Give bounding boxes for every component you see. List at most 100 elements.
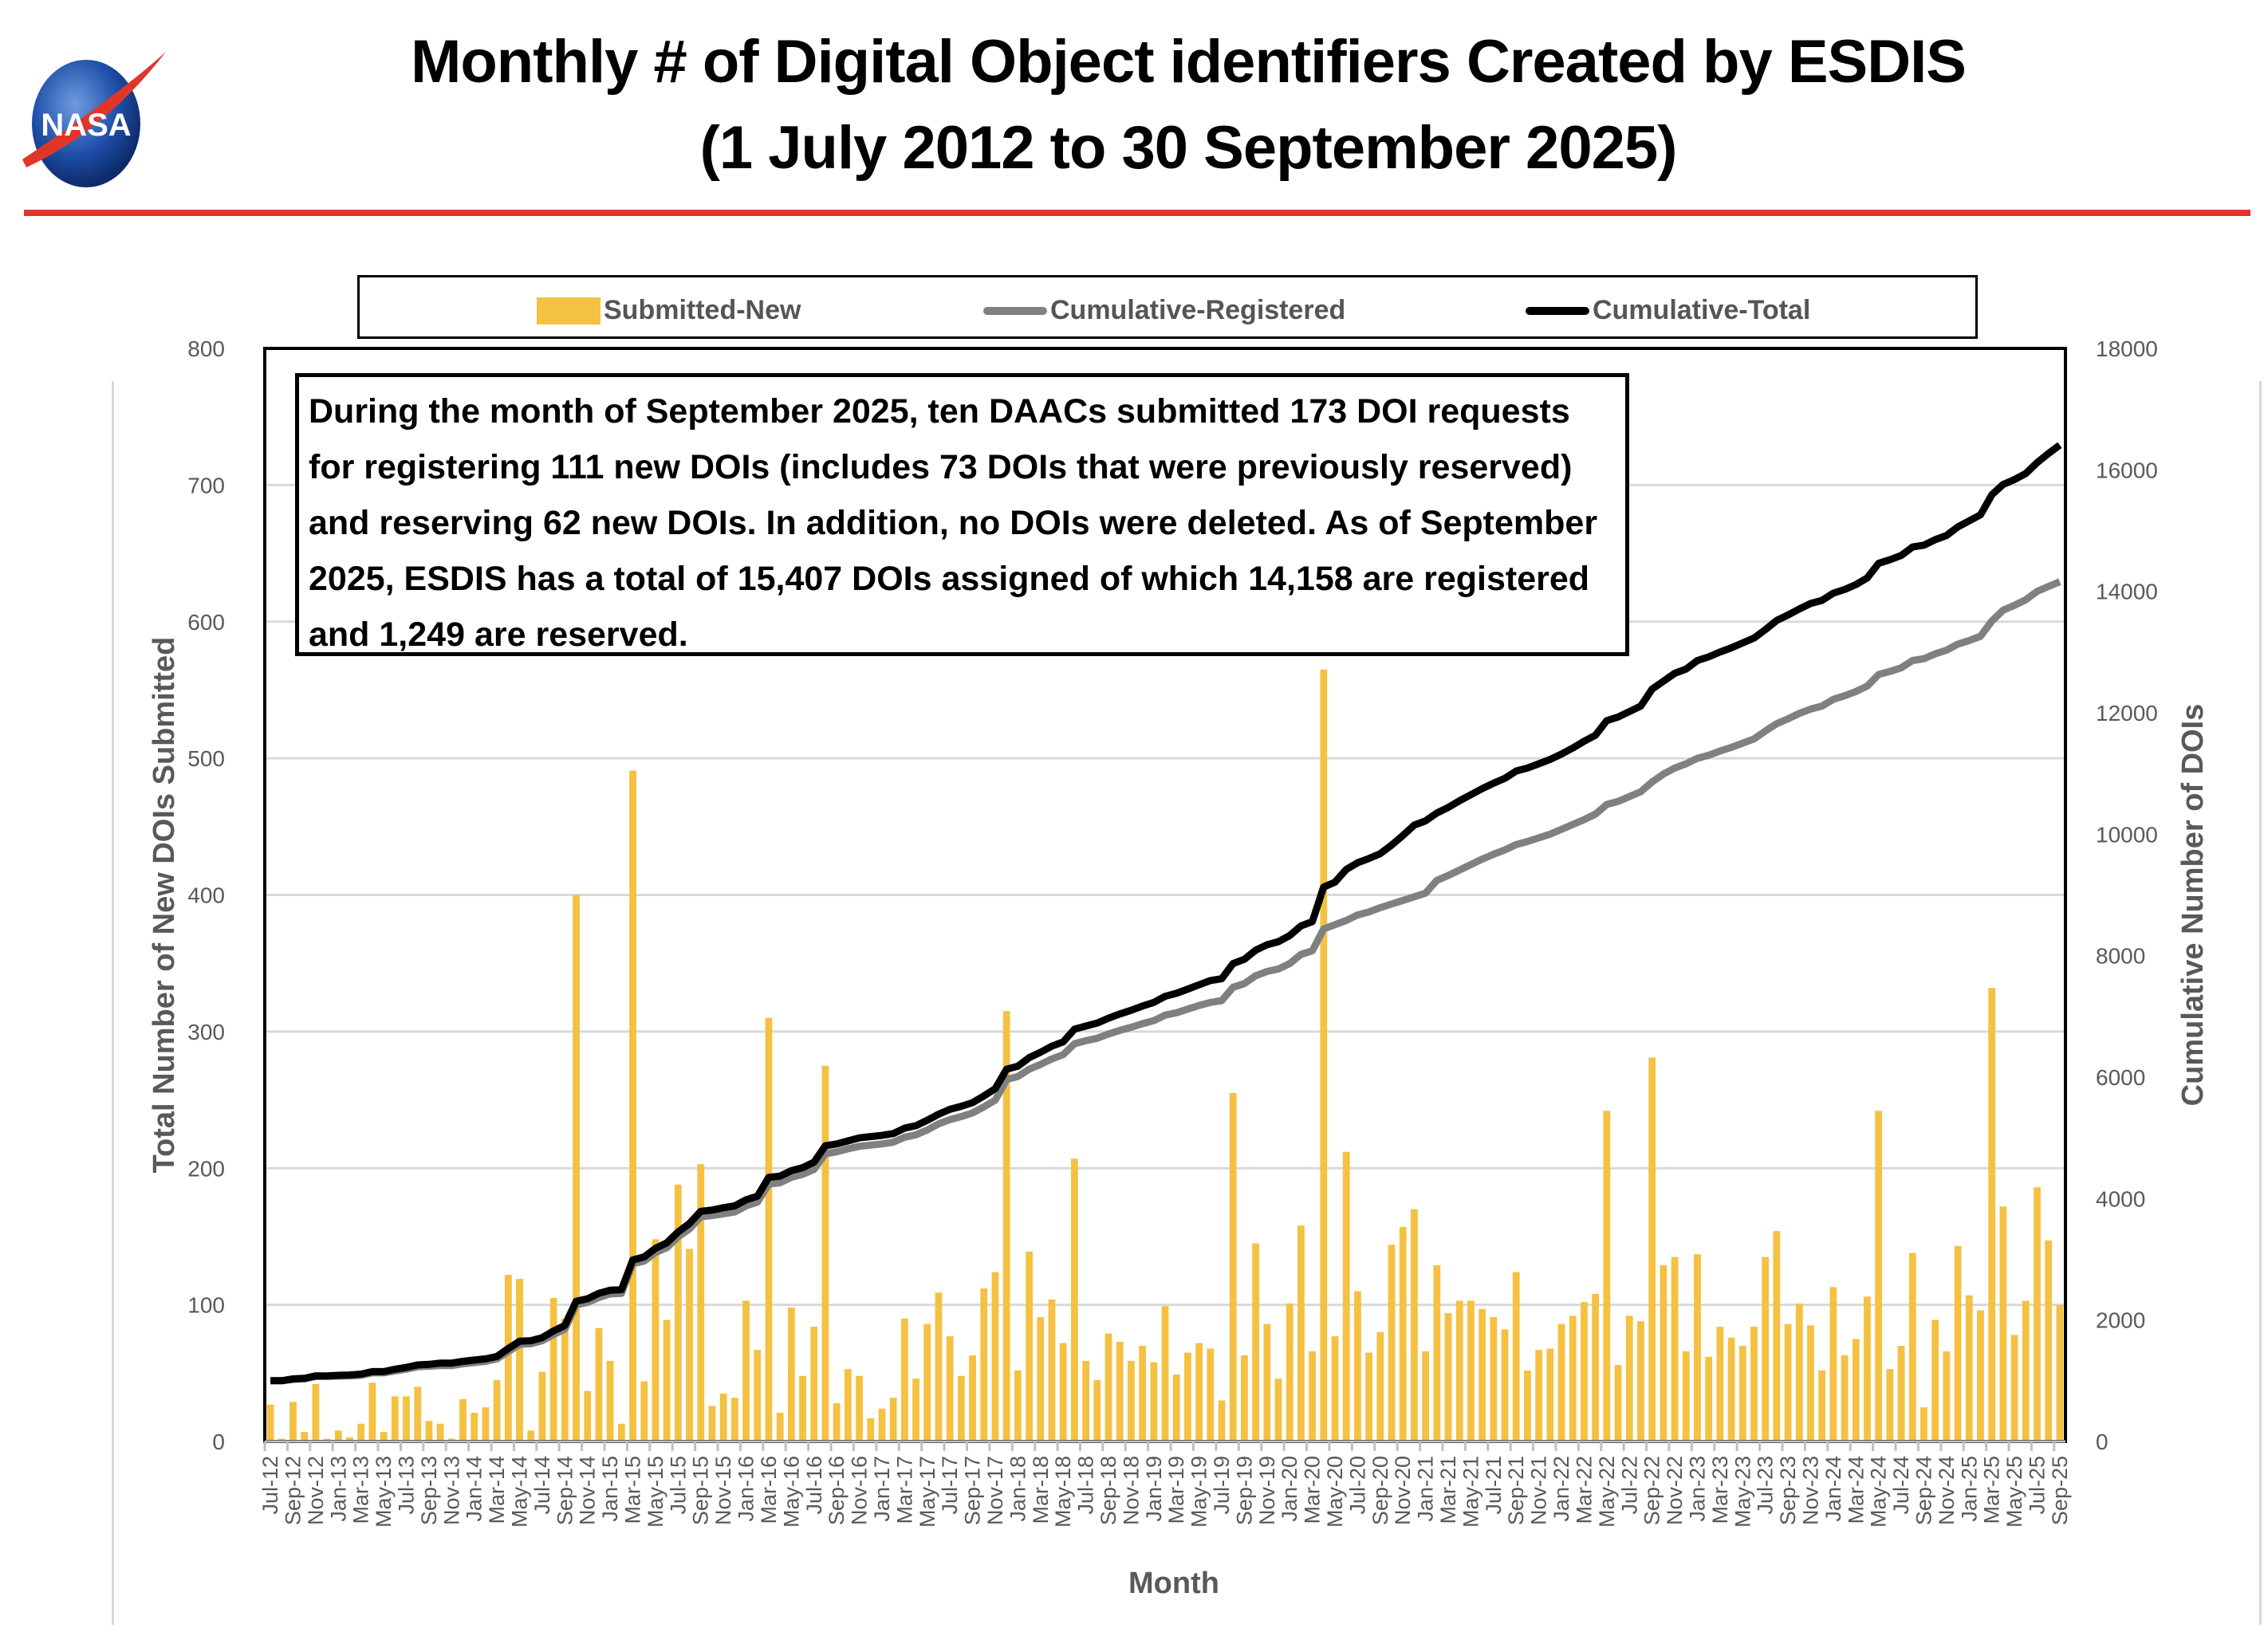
bar-submitted-new: [504, 1274, 512, 1441]
bar-submitted-new: [1625, 1315, 1633, 1441]
bar-submitted-new: [900, 1318, 908, 1441]
x-tick-label: Nov-20: [1391, 1456, 1415, 1525]
x-tick-label: Sep-23: [1776, 1456, 1800, 1525]
bar-submitted-new: [1943, 1351, 1951, 1441]
bar-submitted-new: [289, 1402, 297, 1441]
x-tick-label: Mar-18: [1029, 1456, 1053, 1524]
bar-submitted-new: [380, 1432, 388, 1441]
x-tick-label: Mar-17: [892, 1456, 916, 1524]
bar-submitted-new: [527, 1430, 535, 1441]
bar-submitted-new: [1660, 1264, 1668, 1441]
bar-submitted-new: [1455, 1300, 1463, 1441]
bar-submitted-new: [1127, 1360, 1135, 1441]
bar-submitted-new: [878, 1408, 886, 1441]
bar-submitted-new: [1433, 1264, 1441, 1441]
bar-submitted-new: [697, 1164, 705, 1441]
bar-submitted-new: [1501, 1329, 1509, 1441]
bar-submitted-new: [1648, 1057, 1656, 1441]
y2-tick-label: 10000: [2096, 822, 2158, 847]
summary-annotation: During the month of September 2025, ten …: [295, 373, 1629, 656]
bar-submitted-new: [2045, 1241, 2053, 1441]
title-divider: [24, 210, 2250, 216]
bar-submitted-new: [991, 1272, 999, 1441]
x-tick-label: Sep-22: [1640, 1456, 1664, 1525]
bar-submitted-new: [810, 1327, 818, 1441]
bar-submitted-new: [957, 1375, 965, 1441]
y-tick-label: 300: [187, 1020, 225, 1044]
bar-submitted-new: [640, 1381, 648, 1441]
x-tick-label: Jul-13: [395, 1456, 419, 1515]
x-tick-label: Jul-12: [258, 1456, 282, 1515]
x-tick-label: May-20: [1323, 1456, 1347, 1528]
y2-tick-label: 0: [2096, 1430, 2109, 1454]
bar-submitted-new: [1354, 1291, 1361, 1441]
bar-submitted-new: [1241, 1355, 1248, 1441]
chart-frame: [112, 381, 2262, 1625]
bar-submitted-new: [1331, 1336, 1339, 1441]
x-tick-label: May-21: [1459, 1456, 1482, 1528]
bar-submitted-new: [889, 1398, 897, 1441]
x-tick-label: Jul-20: [1345, 1456, 1369, 1515]
legend-label: Cumulative-Total: [1593, 295, 1811, 325]
bar-submitted-new: [1852, 1339, 1860, 1441]
bar-submitted-new: [1059, 1343, 1067, 1441]
bar-submitted-new: [1444, 1312, 1452, 1441]
x-tick-label: Sep-14: [553, 1456, 577, 1525]
x-tick-label: Nov-13: [439, 1456, 463, 1525]
y-tick-label: 100: [187, 1293, 225, 1318]
bar-submitted-new: [1490, 1317, 1498, 1441]
bar-submitted-new: [1399, 1226, 1407, 1441]
y2-tick-label: 6000: [2096, 1065, 2145, 1090]
bar-submitted-new: [1920, 1407, 1927, 1441]
bar-submitted-new: [1512, 1272, 1520, 1441]
bar-submitted-new: [1048, 1299, 1056, 1441]
x-tick-label: Jan-17: [870, 1456, 894, 1522]
bars-submitted-new: [266, 669, 2064, 1441]
x-tick-label: Jan-23: [1685, 1456, 1709, 1522]
bar-submitted-new: [1807, 1325, 1814, 1441]
bar-submitted-new: [357, 1423, 365, 1441]
bar-submitted-new: [730, 1398, 738, 1441]
x-tick-label: Sep-25: [2048, 1456, 2072, 1525]
bar-submitted-new: [1988, 988, 1996, 1441]
x-tick-label: Mar-20: [1301, 1456, 1325, 1524]
bar-submitted-new: [436, 1423, 444, 1441]
bar-submitted-new: [787, 1308, 795, 1441]
bar-submitted-new: [1999, 1206, 2007, 1441]
bar-submitted-new: [1818, 1370, 1826, 1441]
bar-submitted-new: [1762, 1256, 1770, 1441]
x-tick-label: Sep-21: [1504, 1456, 1528, 1525]
y-tick-label: 800: [187, 336, 225, 361]
x-tick-label: Jan-14: [463, 1456, 486, 1522]
x-tick-label: Jul-21: [1482, 1456, 1506, 1515]
y-tick-label: 200: [187, 1156, 225, 1181]
bar-submitted-new: [1150, 1362, 1158, 1441]
x-tick-label: Mar-24: [1844, 1456, 1868, 1524]
x-tick-label: May-19: [1187, 1456, 1211, 1528]
line-cumulative-registered: [270, 578, 2061, 1385]
bar-submitted-new: [776, 1413, 784, 1441]
x-tick-label: Nov-17: [983, 1456, 1007, 1525]
x-tick-label: Jul-18: [1074, 1456, 1098, 1515]
legend-bar-swatch: [537, 297, 600, 324]
x-tick-label: Mar-14: [485, 1456, 509, 1524]
bar-submitted-new: [1184, 1352, 1191, 1441]
bar-submitted-new: [1195, 1343, 1203, 1441]
bar-submitted-new: [1388, 1245, 1396, 1441]
bar-submitted-new: [1422, 1351, 1430, 1441]
bar-submitted-new: [617, 1423, 625, 1441]
x-tick-label: Sep-18: [1097, 1456, 1120, 1525]
y2-tick-label: 12000: [2096, 701, 2158, 726]
x-tick-label: Nov-14: [576, 1456, 600, 1525]
bar-submitted-new: [606, 1360, 614, 1441]
bar-submitted-new: [980, 1288, 988, 1441]
x-tick-label: May-18: [1051, 1456, 1075, 1528]
bar-submitted-new: [1965, 1295, 1973, 1441]
legend-item-submitted-new: Submitted-New: [537, 295, 801, 326]
y-tick-label: 0: [212, 1430, 225, 1454]
y2-tick-label: 2000: [2096, 1308, 2145, 1333]
x-tick-label: Nov-16: [848, 1456, 872, 1525]
legend-label: Submitted-New: [604, 295, 801, 325]
nasa-logo: NASA: [14, 32, 170, 187]
x-tick-label: Jan-24: [1821, 1456, 1845, 1522]
